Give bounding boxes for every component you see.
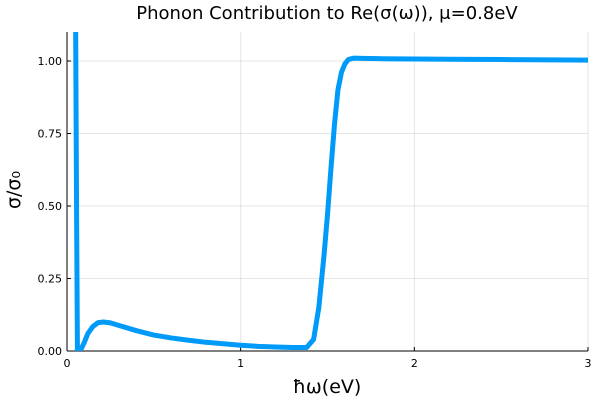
ticks: 0 1 2 3 0.00 0.25 0.50 0.75 1.00: [38, 55, 592, 370]
y-tick-label: 0.25: [38, 273, 63, 286]
x-axis-label: ħω(eV): [293, 376, 362, 398]
y-axis-label: σ/σ₀: [3, 171, 25, 209]
x-tick-label: 3: [585, 357, 592, 370]
y-tick-label: 0.00: [38, 345, 63, 358]
chart-title: Phonon Contribution to Re(σ(ω)), μ=0.8eV: [136, 3, 518, 24]
y-tick-label: 0.75: [38, 128, 63, 141]
x-tick-label: 1: [237, 357, 244, 370]
series-line: [73, 32, 588, 351]
x-tick-label: 2: [411, 357, 418, 370]
y-tick-label: 1.00: [38, 55, 63, 68]
axes: [66, 32, 588, 352]
y-tick-label: 0.50: [38, 200, 63, 213]
series-layer: [73, 32, 588, 351]
x-tick-label: 0: [64, 357, 71, 370]
